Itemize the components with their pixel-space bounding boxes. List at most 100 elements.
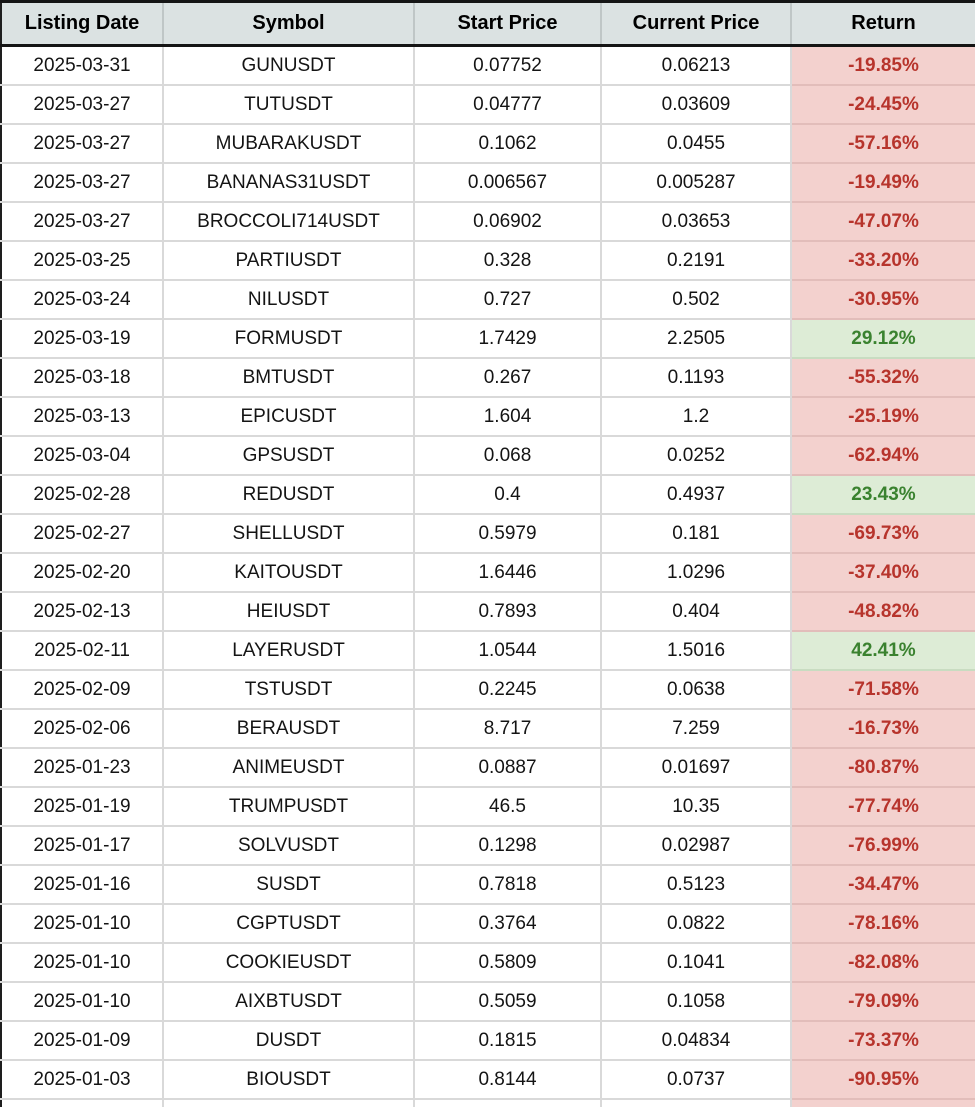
cell-current-price: 0.1058: [601, 982, 792, 1022]
cell-symbol: KAITOUSDT: [163, 553, 415, 593]
cell-start-price: 0.006567: [414, 163, 602, 203]
cell-listing-date: 2025-03-27: [1, 163, 164, 203]
cell-current-price: 0.01697: [601, 748, 792, 788]
cell-empty: [601, 1099, 792, 1107]
cell-current-price: 7.259: [601, 709, 792, 749]
cell-return-badge: -19.85%: [791, 45, 975, 86]
table-row: 2025-01-19 TRUMPUSDT 46.5 10.35 -77.74%: [1, 787, 975, 827]
table-row: 2025-03-18 BMTUSDT 0.267 0.1193 -55.32%: [1, 358, 975, 398]
table-row: 2025-01-16 SUSDT 0.7818 0.5123 -34.47%: [1, 865, 975, 905]
cell-start-price: 0.4: [414, 475, 602, 515]
cell-listing-date: 2025-01-10: [1, 943, 164, 983]
table-row: 2025-01-10 COOKIEUSDT 0.5809 0.1041 -82.08%: [1, 943, 975, 983]
cell-symbol: EPICUSDT: [163, 397, 415, 437]
cell-return-badge: -24.45%: [791, 85, 975, 125]
cell-symbol: FORMUSDT: [163, 319, 415, 359]
cell-symbol: BERAUSDT: [163, 709, 415, 749]
cell-symbol: CGPTUSDT: [163, 904, 415, 944]
cell-start-price: 1.7429: [414, 319, 602, 359]
cell-symbol: TRUMPUSDT: [163, 787, 415, 827]
cell-empty: [1, 1099, 164, 1107]
cell-listing-date: 2025-03-13: [1, 397, 164, 437]
cell-current-price: 0.0455: [601, 124, 792, 164]
table-row: 2025-01-10 AIXBTUSDT 0.5059 0.1058 -79.09%: [1, 982, 975, 1022]
cell-return-badge: -34.47%: [791, 865, 975, 905]
cell-symbol: BIOUSDT: [163, 1060, 415, 1100]
cell-start-price: 0.5809: [414, 943, 602, 983]
cell-symbol: ANIMEUSDT: [163, 748, 415, 788]
cell-symbol: AIXBTUSDT: [163, 982, 415, 1022]
cell-symbol: BANANAS31USDT: [163, 163, 415, 203]
cell-return-badge: -82.08%: [791, 943, 975, 983]
cell-current-price: 0.005287: [601, 163, 792, 203]
cell-start-price: 0.07752: [414, 45, 602, 86]
cell-current-price: 0.0252: [601, 436, 792, 476]
cell-symbol: SHELLUSDT: [163, 514, 415, 554]
cell-return-badge: -25.19%: [791, 397, 975, 437]
cell-listing-date: 2025-01-23: [1, 748, 164, 788]
cell-current-price: 2.2505: [601, 319, 792, 359]
cell-listing-date: 2025-03-27: [1, 202, 164, 242]
cell-current-price: 0.1041: [601, 943, 792, 983]
column-header-symbol: Symbol: [163, 0, 415, 47]
cell-return-badge: -48.82%: [791, 592, 975, 632]
cell-start-price: 1.604: [414, 397, 602, 437]
cell-return-badge: -47.07%: [791, 202, 975, 242]
cell-listing-date: 2025-01-17: [1, 826, 164, 866]
table-row: 2025-01-23 ANIMEUSDT 0.0887 0.01697 -80.87%: [1, 748, 975, 788]
cell-listing-date: 2025-03-27: [1, 124, 164, 164]
table-row: 2025-03-27 BROCCOLI714USDT 0.06902 0.03653-…: [1, 202, 975, 242]
cell-listing-date: 2025-02-11: [1, 631, 164, 671]
cell-symbol: GUNUSDT: [163, 45, 415, 86]
table-row: 2025-02-09 TSTUSDT 0.2245 0.0638 -71.58%: [1, 670, 975, 710]
cell-symbol: LAYERUSDT: [163, 631, 415, 671]
cell-symbol: NILUSDT: [163, 280, 415, 320]
cell-current-price: 1.2: [601, 397, 792, 437]
cell-start-price: 0.267: [414, 358, 602, 398]
table-row: 2025-01-17 SOLVUSDT 0.1298 0.02987 -76.99%: [1, 826, 975, 866]
cell-symbol: SUSDT: [163, 865, 415, 905]
cell-start-price: 1.0544: [414, 631, 602, 671]
cell-current-price: 1.5016: [601, 631, 792, 671]
cell-symbol: COOKIEUSDT: [163, 943, 415, 983]
cell-current-price: 0.02987: [601, 826, 792, 866]
cell-return-badge: -16.73%: [791, 709, 975, 749]
cell-return-badge: -19.49%: [791, 163, 975, 203]
cell-return-badge: -73.37%: [791, 1021, 975, 1061]
cell-listing-date: 2025-03-19: [1, 319, 164, 359]
cell-listing-date: 2025-03-27: [1, 85, 164, 125]
cell-return-badge: -30.95%: [791, 280, 975, 320]
cell-current-price: 0.2191: [601, 241, 792, 281]
cell-symbol: DUSDT: [163, 1021, 415, 1061]
column-header-listing-date: Listing Date: [1, 0, 164, 47]
table-row: 2025-01-10 CGPTUSDT 0.3764 0.0822 -78.16%: [1, 904, 975, 944]
cell-symbol: GPSUSDT: [163, 436, 415, 476]
cell-return-badge: 42.41%: [791, 631, 975, 671]
cell-start-price: 8.717: [414, 709, 602, 749]
cell-listing-date: 2025-02-28: [1, 475, 164, 515]
cell-start-price: 0.06902: [414, 202, 602, 242]
cell-current-price: 0.502: [601, 280, 792, 320]
cell-current-price: 0.0638: [601, 670, 792, 710]
table-row: 2025-02-11 LAYERUSDT 1.0544 1.5016 42.41%: [1, 631, 975, 671]
cell-start-price: 0.7893: [414, 592, 602, 632]
cell-listing-date: 2025-01-03: [1, 1060, 164, 1100]
cell-return-badge: -90.95%: [791, 1060, 975, 1100]
cell-listing-date: 2025-03-31: [1, 45, 164, 86]
cell-listing-date: 2025-03-04: [1, 436, 164, 476]
cell-listing-date: 2025-02-27: [1, 514, 164, 554]
cell-start-price: 1.6446: [414, 553, 602, 593]
cell-start-price: 0.0887: [414, 748, 602, 788]
cell-start-price: 46.5: [414, 787, 602, 827]
cell-current-price: 10.35: [601, 787, 792, 827]
column-header-current-price: Current Price: [601, 0, 792, 47]
table-row: 2025-02-27 SHELLUSDT 0.5979 0.181 -69.73%: [1, 514, 975, 554]
cell-current-price: 0.0822: [601, 904, 792, 944]
cell-start-price: 0.068: [414, 436, 602, 476]
cell-return-badge: -69.73%: [791, 514, 975, 554]
cell-current-price: 0.0737: [601, 1060, 792, 1100]
cell-current-price: 0.181: [601, 514, 792, 554]
cell-return-badge: -57.16%: [791, 124, 975, 164]
cell-return-badge: 29.12%: [791, 319, 975, 359]
